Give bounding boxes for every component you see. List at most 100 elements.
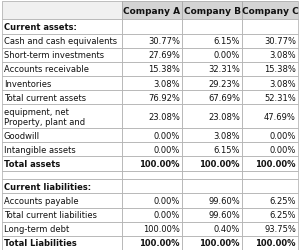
Bar [122,157,182,171]
Bar [122,91,182,105]
Text: Short-term investments: Short-term investments [4,51,104,60]
Bar [122,20,182,34]
Text: 100.00%: 100.00% [256,160,296,168]
Text: 93.75%: 93.75% [264,224,296,233]
Text: Total current assets: Total current assets [4,93,86,102]
Bar [242,129,298,143]
Text: 27.69%: 27.69% [148,51,180,60]
Bar [182,129,242,143]
Text: Company B: Company B [184,7,241,16]
Bar [122,171,182,179]
Bar [2,20,122,34]
Bar [242,77,298,91]
Bar [122,34,182,48]
Text: 99.60%: 99.60% [208,196,240,205]
Bar [122,194,182,208]
Bar [2,2,122,21]
Text: 6.25%: 6.25% [269,196,296,205]
Text: 100.00%: 100.00% [140,160,180,168]
Bar [122,48,182,63]
Bar [242,2,298,21]
Text: 32.31%: 32.31% [208,65,240,74]
Bar [122,236,182,250]
Text: 30.77%: 30.77% [148,37,180,46]
Text: 30.77%: 30.77% [264,37,296,46]
Bar [2,105,122,129]
Text: 100.00%: 100.00% [256,238,296,248]
Text: Inventories: Inventories [4,79,51,88]
Text: Intangible assets: Intangible assets [4,145,76,154]
Text: Company C: Company C [242,7,298,16]
Bar [122,129,182,143]
Text: 67.69%: 67.69% [208,93,240,102]
Bar [242,194,298,208]
Text: 0.00%: 0.00% [154,196,180,205]
Bar [242,34,298,48]
Text: Total current liabilities: Total current liabilities [4,210,97,219]
Bar [2,180,122,194]
Bar [2,236,122,250]
Text: Company A: Company A [123,7,181,16]
Bar [2,194,122,208]
Bar [242,48,298,63]
Bar [122,2,298,21]
Text: Total Liabilities: Total Liabilities [4,238,77,248]
Bar [2,171,122,179]
Bar [182,236,242,250]
Text: 0.00%: 0.00% [154,145,180,154]
Bar [182,143,242,157]
Text: 15.38%: 15.38% [148,65,180,74]
Text: 6.15%: 6.15% [214,145,240,154]
Bar [122,77,182,91]
Text: 0.00%: 0.00% [154,131,180,140]
Bar [182,194,242,208]
Text: Long-term debt: Long-term debt [4,224,69,233]
Text: 100.00%: 100.00% [200,238,240,248]
Bar [122,63,182,77]
Text: 47.69%: 47.69% [264,112,296,121]
Text: 76.92%: 76.92% [148,93,180,102]
Text: 6.25%: 6.25% [269,210,296,219]
Bar [122,105,182,129]
Bar [2,143,122,157]
Bar [182,180,242,194]
Bar [182,157,242,171]
Text: 23.08%: 23.08% [208,112,240,121]
Bar [242,171,298,179]
Bar [242,63,298,77]
Bar [242,208,298,222]
Text: 0.00%: 0.00% [154,210,180,219]
Text: Accounts payable: Accounts payable [4,196,79,205]
Bar [182,77,242,91]
Text: 0.40%: 0.40% [214,224,240,233]
Bar [2,63,122,77]
Text: 3.08%: 3.08% [269,79,296,88]
Bar [122,180,182,194]
Text: 0.00%: 0.00% [270,131,296,140]
Bar [182,48,242,63]
Text: Current liabilities:: Current liabilities: [4,182,91,191]
Text: Property, plant and: Property, plant and [4,118,85,126]
Text: 3.08%: 3.08% [213,131,240,140]
Text: 100.00%: 100.00% [140,238,180,248]
Bar [2,34,122,48]
Bar [242,222,298,236]
Text: 99.60%: 99.60% [208,210,240,219]
Text: 6.15%: 6.15% [214,37,240,46]
Text: 0.00%: 0.00% [214,51,240,60]
Bar [182,2,242,21]
Text: 29.23%: 29.23% [208,79,240,88]
Bar [122,222,182,236]
Bar [182,34,242,48]
Bar [242,105,298,129]
Bar [242,20,298,34]
Bar [2,129,122,143]
Text: 0.00%: 0.00% [270,145,296,154]
Text: Total assets: Total assets [4,160,60,168]
Text: 3.08%: 3.08% [153,79,180,88]
Bar [2,222,122,236]
Bar [182,63,242,77]
Bar [182,208,242,222]
Bar [242,91,298,105]
Bar [182,20,242,34]
